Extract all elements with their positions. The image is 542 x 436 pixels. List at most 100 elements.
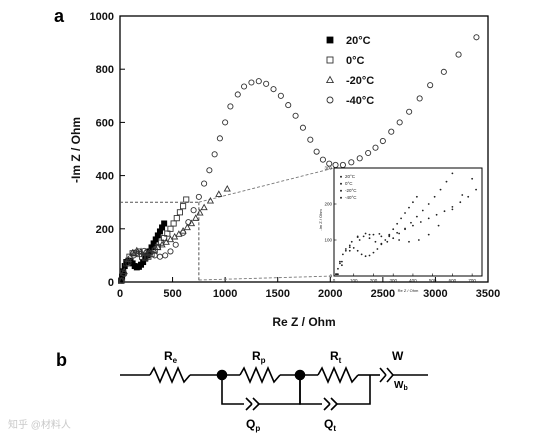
data-point (196, 208, 204, 216)
inset-axis-ticks: 0 100 200 300 400 500 600 700 0 100 200 300 (324, 166, 476, 284)
inset-data-point (372, 251, 375, 254)
data-point (126, 253, 133, 260)
x-tick-label: 1500 (265, 288, 289, 300)
inset-x-tick-label: 200 (370, 278, 378, 283)
data-point (263, 80, 270, 87)
cpe-qp-branch (259, 375, 301, 405)
inset-data-point (445, 180, 448, 183)
data-point (120, 267, 128, 275)
zoom-connector (198, 167, 335, 203)
inset-data-point (404, 212, 406, 214)
inset-data-point (352, 247, 355, 249)
inset-y-tick-label: 0 (329, 274, 332, 279)
inset-data-point (437, 224, 440, 227)
inset-x-tick-label: 300 (389, 278, 397, 283)
inset-frame (333, 167, 483, 277)
resistor-rp (239, 365, 281, 385)
inset-data-point (374, 240, 377, 243)
data-point (142, 255, 149, 262)
data-point (227, 103, 234, 110)
inset-plot: 0 100 200 300 400 500 600 700 0 100 200 300 20°C 0°C… (318, 166, 483, 293)
data-point (326, 160, 333, 167)
data-point (187, 219, 196, 227)
data-point (192, 214, 200, 221)
data-point (183, 223, 191, 231)
data-point (440, 68, 447, 75)
inset-data-point (356, 249, 359, 252)
data-point (406, 108, 413, 115)
inset-data-point (427, 203, 430, 205)
inset-data-point (341, 253, 344, 256)
data-point (299, 124, 306, 131)
inset-data-point (348, 246, 351, 249)
data-point (185, 219, 192, 226)
inset-data-point (451, 208, 454, 211)
inset-data-series (335, 172, 477, 276)
data-point (125, 260, 132, 267)
x-axis-label: Re Z / Ohm (272, 315, 335, 329)
data-point (137, 247, 145, 255)
inset-data-point (380, 235, 383, 238)
y-tick-label: 400 (96, 171, 114, 183)
inset-series-3 (337, 177, 474, 276)
inset-data-point (392, 228, 395, 231)
inset-data-point (378, 232, 381, 235)
zoom-region (120, 167, 335, 282)
data-point (339, 161, 346, 169)
cpe-qp-branch (221, 375, 244, 405)
data-point (216, 135, 223, 142)
data-point (473, 34, 480, 41)
inset-data-point (337, 267, 339, 270)
data-point (206, 167, 213, 174)
inset-x-axis-label: Re Z / Ohm (398, 288, 419, 293)
equivalent-circuit (120, 365, 428, 411)
data-point (223, 184, 231, 192)
data-point (455, 51, 462, 58)
inset-y-tick-label: 200 (324, 202, 332, 207)
plot-frame (119, 15, 489, 283)
inset-legend-marker (340, 196, 342, 199)
x-tick-label: 2000 (318, 288, 342, 300)
data-point (172, 241, 179, 248)
inset-data-point (427, 233, 430, 236)
inset-data-point (388, 235, 391, 238)
data-point (319, 156, 326, 163)
inset-legend-label: 20°C (345, 174, 356, 179)
label-rp: Rp (252, 349, 266, 365)
inset-data-point (392, 237, 395, 240)
cpe-qp-plate (252, 397, 260, 405)
zoom-connector (198, 275, 335, 281)
inset-y-tick-label: 100 (324, 238, 332, 243)
data-point (170, 220, 177, 227)
inset-data-point (356, 235, 359, 238)
inset-data-point (348, 244, 351, 247)
legend: 20°C 0°C -20°C -40°C (325, 35, 374, 107)
inset-y-axis-label: -Im Z / Ohm (318, 209, 323, 231)
x-tick-label: 1000 (213, 288, 237, 300)
inset-data-point (362, 235, 365, 238)
legend-marker (325, 75, 335, 84)
inset-data-point (376, 248, 379, 250)
inset-data-point (433, 195, 436, 198)
data-point (427, 82, 434, 89)
inset-data-point (340, 260, 343, 263)
data-point (180, 229, 187, 236)
inset-data-point (398, 232, 401, 235)
x-tick-label: 500 (163, 288, 181, 300)
resistor-re (149, 365, 191, 385)
inset-data-point (337, 273, 339, 276)
inset-data-point (344, 248, 347, 250)
data-point (156, 253, 164, 260)
resistor-rt (317, 365, 359, 385)
data-point (307, 136, 314, 143)
inset-data-point (368, 254, 371, 257)
inset-data-point (443, 210, 446, 213)
inset-legend: 20°C 0°C -20°C -40°C (340, 174, 357, 200)
inset-data-point (471, 177, 474, 180)
inset-data-point (360, 253, 363, 256)
inset-x-tick-label: 0 (333, 278, 336, 283)
inset-data-point (459, 201, 462, 204)
inset-data-point (467, 195, 470, 198)
data-point (173, 215, 180, 222)
